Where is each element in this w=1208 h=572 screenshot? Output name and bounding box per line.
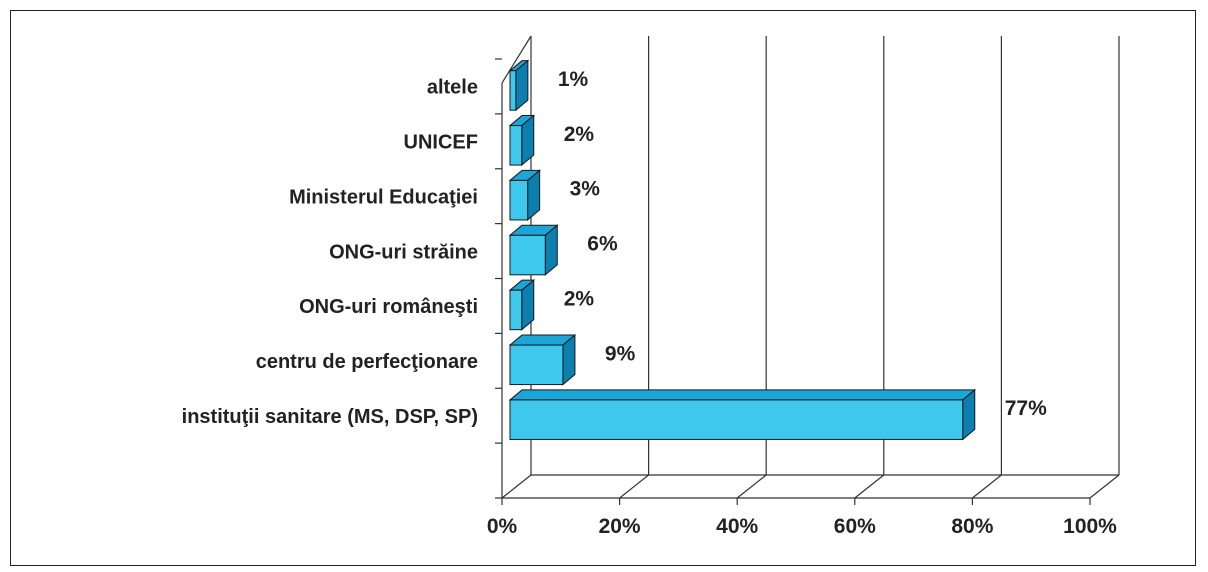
bar — [509, 399, 964, 440]
data-label: 6% — [587, 233, 618, 256]
data-label: 2% — [564, 123, 595, 146]
floor-depth-line — [619, 474, 649, 499]
category-label: instituţii sanitare (MS, DSP, SP) — [182, 406, 478, 428]
floor-depth-line — [736, 474, 767, 499]
x-tick-label: 20% — [599, 515, 641, 538]
data-label: 2% — [564, 287, 595, 310]
category-label: altele — [427, 77, 478, 99]
floor-depth-line — [501, 474, 532, 499]
chart-frame — [10, 10, 1196, 566]
data-label: 77% — [1005, 397, 1047, 420]
data-label: 9% — [605, 342, 636, 365]
data-label: 1% — [558, 68, 589, 91]
bar — [509, 179, 529, 221]
category-label: centru de perfecţionare — [256, 351, 478, 373]
left-wall-top — [501, 35, 532, 84]
x-tick-label: 60% — [834, 515, 876, 538]
bar-top — [508, 389, 977, 401]
bar — [509, 234, 546, 276]
category-label: Ministerul Educaţiei — [289, 186, 478, 208]
floor-depth-line — [1089, 474, 1120, 499]
x-tick-label: 100% — [1063, 515, 1117, 538]
floor-depth-line — [972, 474, 1002, 499]
data-label: 3% — [570, 178, 601, 201]
category-label: ONG-uri străine — [329, 241, 478, 263]
bar — [509, 125, 523, 166]
x-tick-label: 80% — [951, 515, 993, 538]
category-label: UNICEF — [404, 132, 478, 154]
x-tick-label: 40% — [716, 515, 758, 538]
bar — [509, 344, 564, 386]
x-tick-label: 0% — [487, 515, 518, 538]
bar — [509, 70, 517, 111]
category-label: ONG-uri româneşti — [299, 296, 478, 318]
floor-depth-line — [854, 474, 885, 499]
bar — [509, 289, 523, 331]
